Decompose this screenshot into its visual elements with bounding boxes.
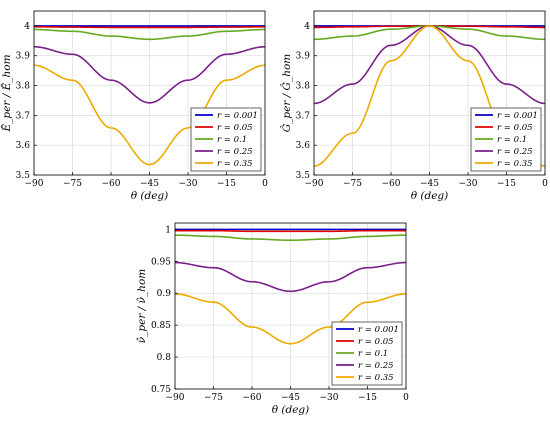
x-tick-label: −90 xyxy=(25,179,44,189)
series-line-5 xyxy=(33,64,266,166)
y-tick-label: 3.5 xyxy=(296,171,311,181)
legend: r = 0.001 r = 0.05 r = 0.1 r = 0.25 r = 0.35 xyxy=(331,321,403,386)
chart-panel-1: −90 −75 −60 −45 −30 −15 0 3.5 3.6 3.7 3.8 3.9 4 θ (de… xyxy=(0,10,268,202)
y-tick-label: 0.9 xyxy=(157,289,172,299)
y-tick-label: 1 xyxy=(165,225,171,235)
x-tick-label: −60 xyxy=(382,179,401,189)
series-line-2 xyxy=(175,229,406,233)
legend-label-2: r = 0.05 xyxy=(497,123,533,133)
y-tick-label: 3.6 xyxy=(296,141,311,151)
legend-label-4: r = 0.25 xyxy=(217,147,253,157)
x-tick-label: −90 xyxy=(166,393,185,403)
x-tick-label: −45 xyxy=(420,179,439,189)
x-tick-label: 0 xyxy=(542,179,548,189)
legend-label-1: r = 0.001 xyxy=(217,111,258,121)
legend-label-2: r = 0.05 xyxy=(217,123,253,133)
legend-box xyxy=(470,107,542,172)
x-tick-label: −30 xyxy=(179,179,198,189)
y-tick-label: 3.8 xyxy=(16,82,31,92)
x-axis-label: θ (deg) xyxy=(411,190,449,202)
chart-panel-3: −90 −75 −60 −45 −30 −15 0 0.75 0.8 0.85 0.9 0.95 1 θ … xyxy=(136,222,409,416)
legend: r = 0.001 r = 0.05 r = 0.1 r = 0.25 r = 0.35 xyxy=(190,107,262,172)
y-tick-label: 4 xyxy=(304,22,310,32)
x-tick-label: −75 xyxy=(204,393,223,403)
y-axis-label: ν̂_per / ν̂_hom xyxy=(136,269,148,344)
x-tick-label: −60 xyxy=(243,393,262,403)
y-tick-label: 3.6 xyxy=(16,141,31,151)
legend: r = 0.001 r = 0.05 r = 0.1 r = 0.25 r = 0.35 xyxy=(470,107,542,172)
y-tick-label: 0.8 xyxy=(157,353,172,363)
series-line-4 xyxy=(33,45,266,104)
y-tick-label: 3.9 xyxy=(296,52,311,62)
legend-label-5: r = 0.35 xyxy=(358,373,394,383)
y-tick-label: 3.7 xyxy=(296,111,311,121)
x-tick-label: −75 xyxy=(63,179,82,189)
x-tick-label: −15 xyxy=(497,179,516,189)
legend-label-3: r = 0.1 xyxy=(497,135,527,145)
y-tick-label: 3.5 xyxy=(16,171,31,181)
y-axis-label: Ē_per / Ē_hom xyxy=(0,54,13,132)
x-tick-label: −60 xyxy=(102,179,121,189)
x-tick-label: −15 xyxy=(358,393,377,403)
x-tick-label: −90 xyxy=(305,179,324,189)
chart-panel-2: −90 −75 −60 −45 −30 −15 0 3.5 3.6 3.7 3.8 3.9 4 θ (de… xyxy=(279,10,548,202)
x-tick-label: 0 xyxy=(262,179,268,189)
x-tick-label: −45 xyxy=(140,179,159,189)
x-axis-label: θ (deg) xyxy=(131,190,169,202)
series-line-3 xyxy=(33,28,266,41)
legend-label-5: r = 0.35 xyxy=(217,159,253,169)
series-line-5 xyxy=(174,293,407,345)
legend-label-3: r = 0.1 xyxy=(217,135,247,145)
series-line-2 xyxy=(33,26,266,29)
x-tick-label: −30 xyxy=(320,393,339,403)
y-tick-label: 0.85 xyxy=(151,321,171,331)
y-tick-label: 0.95 xyxy=(151,257,171,267)
y-tick-label: 3.9 xyxy=(16,52,31,62)
x-tick-label: −30 xyxy=(459,179,478,189)
legend-label-4: r = 0.25 xyxy=(358,361,394,371)
y-tick-label: 3.8 xyxy=(296,82,311,92)
y-tick-label: 0.75 xyxy=(151,385,171,395)
y-tick-label: 4 xyxy=(24,22,30,32)
series-line-3 xyxy=(174,234,407,242)
y-axis-label: Ĝ_per / Ĝ_hom xyxy=(279,54,293,133)
series-line-4 xyxy=(174,261,407,293)
x-tick-label: −15 xyxy=(217,179,236,189)
y-tick-label: 3.7 xyxy=(16,111,31,121)
legend-label-5: r = 0.35 xyxy=(497,159,533,169)
x-tick-label: 0 xyxy=(403,393,409,403)
x-axis-label: θ (deg) xyxy=(272,404,310,416)
legend-label-1: r = 0.001 xyxy=(358,325,399,335)
legend-label-4: r = 0.25 xyxy=(497,147,533,157)
x-tick-label: −75 xyxy=(343,179,362,189)
legend-box xyxy=(190,107,262,172)
x-tick-label: −45 xyxy=(281,393,300,403)
legend-label-3: r = 0.1 xyxy=(358,349,388,359)
legend-label-2: r = 0.05 xyxy=(358,337,394,347)
legend-label-1: r = 0.001 xyxy=(497,111,538,121)
